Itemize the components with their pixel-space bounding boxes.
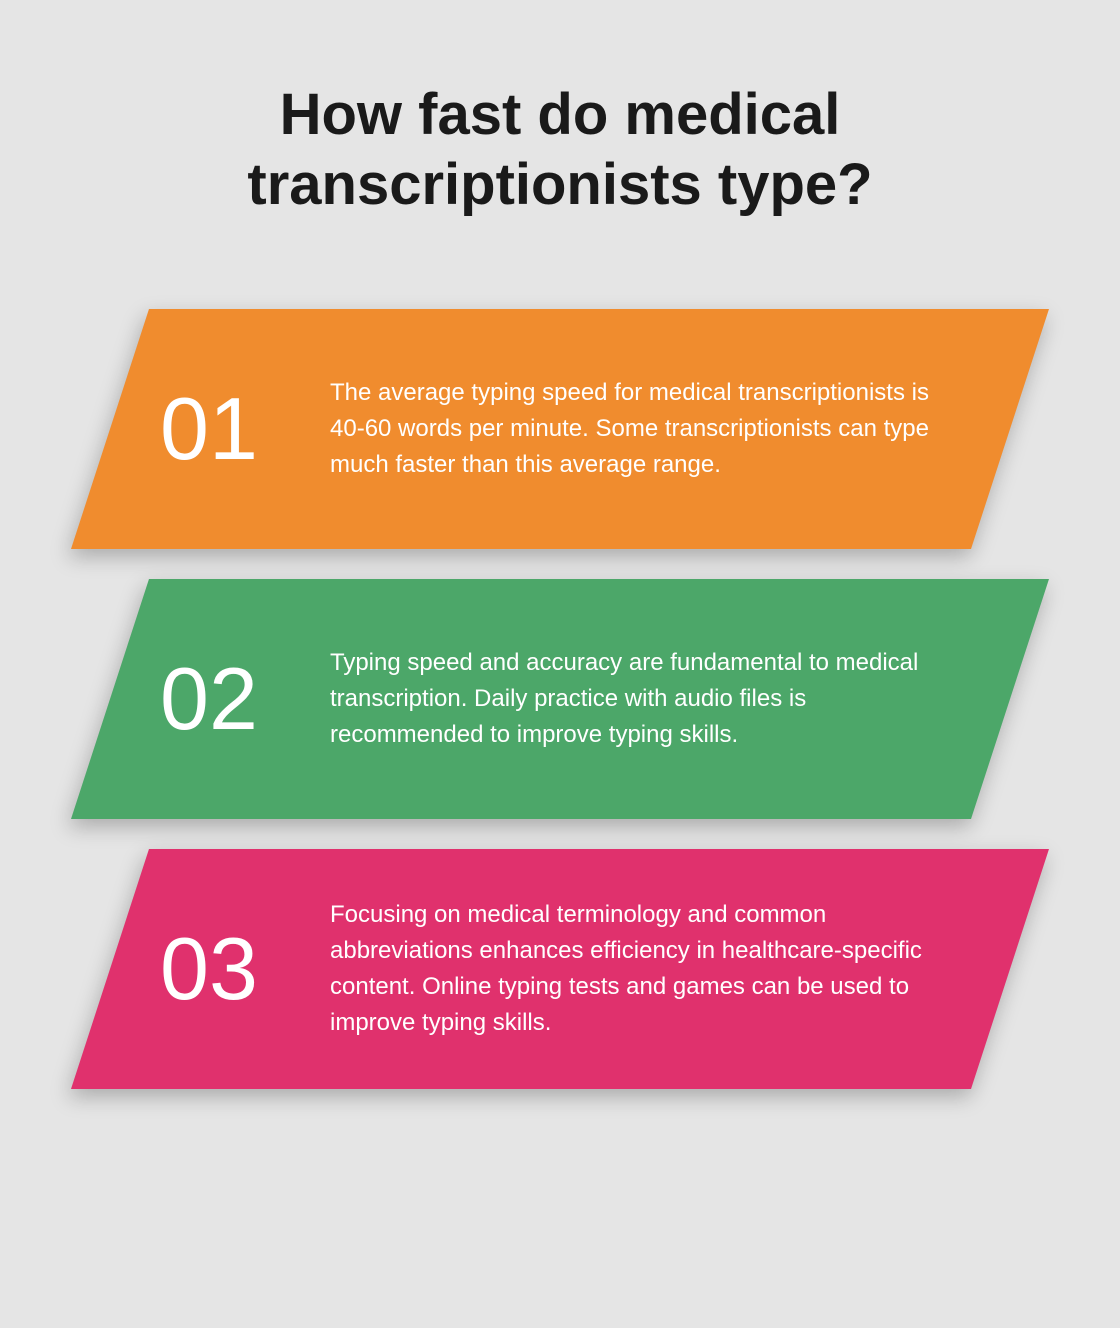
- card-inner: 01 The average typing speed for medical …: [160, 375, 960, 483]
- info-card: 02 Typing speed and accuracy are fundame…: [71, 579, 1049, 819]
- card-inner: 03 Focusing on medical terminology and c…: [160, 897, 960, 1041]
- card-inner: 02 Typing speed and accuracy are fundame…: [160, 645, 960, 753]
- card-number: 03: [160, 918, 290, 1020]
- card-number: 02: [160, 648, 290, 750]
- info-card: 03 Focusing on medical terminology and c…: [71, 849, 1049, 1089]
- card-text: Typing speed and accuracy are fundamenta…: [330, 645, 960, 753]
- card-text: The average typing speed for medical tra…: [330, 375, 960, 483]
- card-text: Focusing on medical terminology and comm…: [330, 897, 960, 1041]
- page-title: How fast do medical transcriptionists ty…: [110, 80, 1010, 219]
- info-card: 01 The average typing speed for medical …: [71, 309, 1049, 549]
- cards-container: 01 The average typing speed for medical …: [60, 309, 1060, 1089]
- card-number: 01: [160, 378, 290, 480]
